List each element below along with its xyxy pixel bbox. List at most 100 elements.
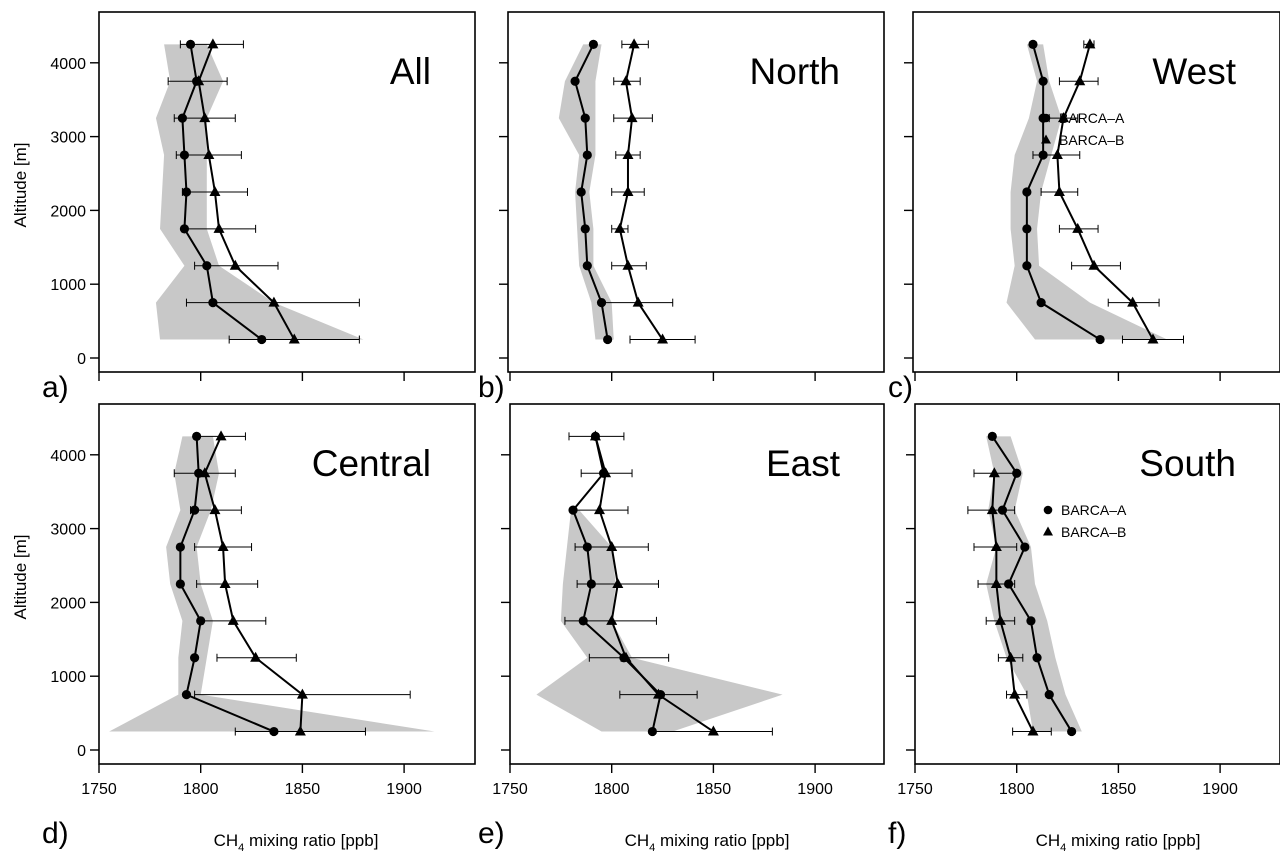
point-barca-a [185, 39, 196, 49]
y-axis-label-top: Altitude [m] [11, 142, 30, 227]
point-barca-a [603, 334, 613, 345]
point-barca-b [229, 259, 241, 270]
point-barca-a [596, 298, 607, 308]
y-tick-label: 4000 [50, 448, 86, 465]
point-barca-a [582, 542, 592, 552]
x-tick-label: 1800 [999, 781, 1035, 798]
x-axis-label-1: CH4 mixing ratio [ppb] [214, 831, 379, 852]
point-barca-b [622, 259, 634, 270]
point-barca-a [1038, 76, 1048, 86]
x-axis-label-3: CH4 mixing ratio [ppb] [1036, 831, 1201, 852]
point-barca-b [620, 651, 632, 662]
panel-letter-a: a) [42, 371, 69, 404]
legend-label-barca-b: BARCA–B [1059, 132, 1124, 148]
point-barca-b [207, 38, 219, 49]
point-barca-a [582, 150, 592, 160]
y-tick-label: 0 [77, 351, 86, 368]
x-axis-label-2: CH4 mixing ratio [ppb] [625, 831, 790, 852]
point-barca-b [209, 185, 221, 196]
point-barca-b [219, 577, 231, 588]
point-barca-a [1022, 187, 1032, 197]
point-barca-b [614, 222, 626, 233]
point-barca-b [294, 725, 306, 736]
panel-frame [509, 403, 885, 765]
point-barca-a [269, 726, 279, 737]
point-barca-b [1009, 688, 1021, 699]
point-barca-a [570, 76, 580, 86]
point-barca-a [196, 616, 206, 626]
point-barca-a [588, 39, 598, 49]
point-barca-a [580, 224, 590, 234]
point-barca-a [202, 261, 212, 271]
point-barca-b [606, 614, 618, 625]
point-barca-a [1012, 468, 1022, 478]
point-barca-a [1044, 690, 1054, 700]
point-barca-a [177, 113, 187, 123]
point-barca-b [1074, 75, 1086, 86]
legend-label-barca-a: BARCA–A [1061, 502, 1127, 518]
x-tick-label: 1750 [492, 781, 528, 798]
x-tick-label: 1900 [386, 781, 422, 798]
point-barca-a [181, 187, 192, 197]
point-barca-b [296, 688, 308, 699]
point-barca-a [1038, 150, 1048, 160]
point-barca-a [568, 505, 578, 515]
point-barca-b [268, 296, 280, 307]
x-label-sub-3: 4 [1060, 842, 1066, 852]
point-barca-a [175, 542, 185, 552]
panel-e: 1750 1800 1850 1900 East [492, 403, 885, 798]
y-tick-label: 1000 [50, 277, 86, 294]
panel-title: South [1139, 443, 1236, 484]
x-label-sub-1: 4 [238, 842, 244, 852]
point-barca-b [227, 614, 239, 625]
x-label-rest-1: mixing ratio [ppb] [244, 831, 378, 850]
y-tick-label: 2000 [50, 203, 86, 220]
point-barca-b [288, 333, 300, 344]
point-barca-b [217, 541, 229, 552]
variability-band [558, 44, 614, 340]
point-barca-b [1147, 333, 1159, 344]
point-barca-a [582, 261, 592, 271]
point-barca-a [1020, 542, 1030, 552]
x-tick-label: 1800 [183, 781, 219, 798]
point-barca-b [628, 38, 640, 49]
x-label-rest-3: mixing ratio [ppb] [1066, 831, 1200, 850]
x-tick-label: 1850 [1101, 781, 1137, 798]
point-barca-a [1003, 579, 1014, 589]
point-barca-b [1053, 185, 1065, 196]
panel-letter-d: d) [42, 817, 69, 850]
y-tick-label: 0 [77, 743, 86, 760]
x-tick-label: 1750 [81, 781, 117, 798]
point-barca-a [1067, 726, 1077, 737]
x-label-ch-2: CH [625, 831, 650, 850]
point-barca-b [193, 75, 205, 86]
point-barca-a [997, 505, 1008, 515]
y-axis-label-bottom: Altitude [m] [11, 534, 30, 619]
point-barca-b [1088, 259, 1100, 270]
legend-marker-barca-a [1043, 505, 1053, 515]
point-barca-a [647, 726, 657, 737]
point-barca-b [1084, 38, 1096, 49]
x-label-sub-2: 4 [649, 842, 655, 852]
panel-frame [98, 11, 476, 373]
point-barca-b [657, 333, 669, 344]
point-barca-a [181, 690, 192, 700]
legend-label-barca-b: BARCA–B [1061, 524, 1126, 540]
legend-marker-barca-b [1041, 134, 1051, 144]
panel-letter-c: c) [888, 371, 913, 404]
y-tick-label: 3000 [50, 522, 86, 539]
point-barca-b [986, 504, 998, 515]
point-barca-a [1028, 39, 1038, 49]
x-tick-label: 1850 [285, 781, 321, 798]
panel-title: West [1152, 51, 1236, 92]
point-barca-b [994, 614, 1006, 625]
point-barca-b [988, 467, 1000, 478]
panel-frame [507, 11, 885, 373]
point-barca-a [189, 505, 200, 515]
point-barca-a [987, 431, 997, 441]
x-tick-label: 1900 [1202, 781, 1238, 798]
point-barca-b [990, 577, 1002, 588]
point-barca-b [199, 467, 211, 478]
point-barca-a [586, 579, 596, 589]
